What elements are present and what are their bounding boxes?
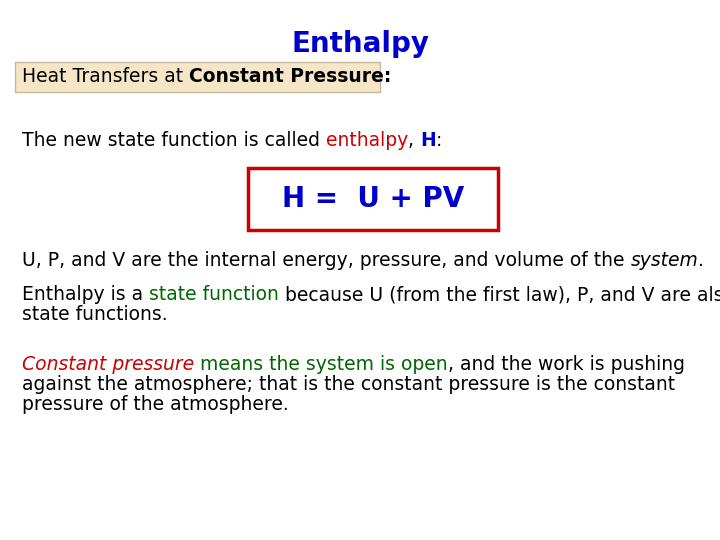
Text: :: : (436, 131, 442, 150)
Text: , and the work is pushing: , and the work is pushing (448, 355, 685, 375)
Text: state function: state function (149, 286, 279, 305)
Text: because U (from the first law), P, and V are also: because U (from the first law), P, and V… (279, 286, 720, 305)
Text: The new state function is called: The new state function is called (22, 131, 326, 150)
FancyBboxPatch shape (15, 62, 380, 92)
FancyBboxPatch shape (248, 168, 498, 230)
Text: H: H (420, 131, 436, 150)
Text: system: system (631, 251, 698, 269)
Text: means the system is open: means the system is open (194, 355, 448, 375)
Text: Enthalpy: Enthalpy (291, 30, 429, 58)
Text: pressure of the atmosphere.: pressure of the atmosphere. (22, 395, 289, 415)
Text: Constant pressure: Constant pressure (22, 355, 194, 375)
Text: against the atmosphere; that is the constant pressure is the constant: against the atmosphere; that is the cons… (22, 375, 675, 395)
Text: Heat Transfers at: Heat Transfers at (22, 68, 189, 86)
Text: enthalpy: enthalpy (326, 131, 408, 150)
Text: H =  U + PV: H = U + PV (282, 185, 464, 213)
Text: .: . (698, 251, 704, 269)
Text: state functions.: state functions. (22, 306, 168, 325)
Text: ,: , (408, 131, 420, 150)
Text: Constant Pressure:: Constant Pressure: (189, 68, 392, 86)
Text: U, P, and V are the internal energy, pressure, and volume of the: U, P, and V are the internal energy, pre… (22, 251, 631, 269)
Text: Enthalpy is a: Enthalpy is a (22, 286, 149, 305)
